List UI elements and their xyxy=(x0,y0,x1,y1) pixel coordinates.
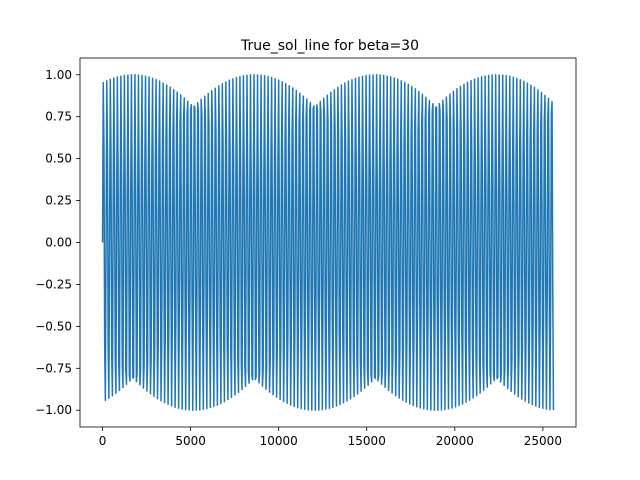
y-tick-label: 0.75 xyxy=(45,110,72,124)
y-tick-label: −1.00 xyxy=(35,403,72,417)
x-tick-label: 15000 xyxy=(348,434,386,448)
series-line-0 xyxy=(101,74,555,411)
x-tick-label: 25000 xyxy=(524,434,562,448)
y-tick-label: −0.25 xyxy=(35,277,72,291)
x-tick-label: 20000 xyxy=(436,434,474,448)
y-tick-label: 0.25 xyxy=(45,194,72,208)
x-tick-label: 10000 xyxy=(260,434,298,448)
chart-title: True_sol_line for beta=30 xyxy=(240,38,419,54)
y-tick-label: −0.75 xyxy=(35,361,72,375)
x-tick-label: 0 xyxy=(99,434,107,448)
y-tick-label: 0.50 xyxy=(45,152,72,166)
y-tick-label: −0.50 xyxy=(35,319,72,333)
plot-area: 0 5000 10000 15000 20000 25000 −1.00 −0.75 −0.50… xyxy=(35,57,577,448)
series-layer xyxy=(101,74,555,411)
axes-layer: 0 5000 10000 15000 20000 25000 −1.00 −0.75 −0.50… xyxy=(35,57,577,448)
y-tick-label: 1.00 xyxy=(45,68,72,82)
y-tick-label: 0.00 xyxy=(45,236,72,250)
x-tick-label: 5000 xyxy=(175,434,206,448)
